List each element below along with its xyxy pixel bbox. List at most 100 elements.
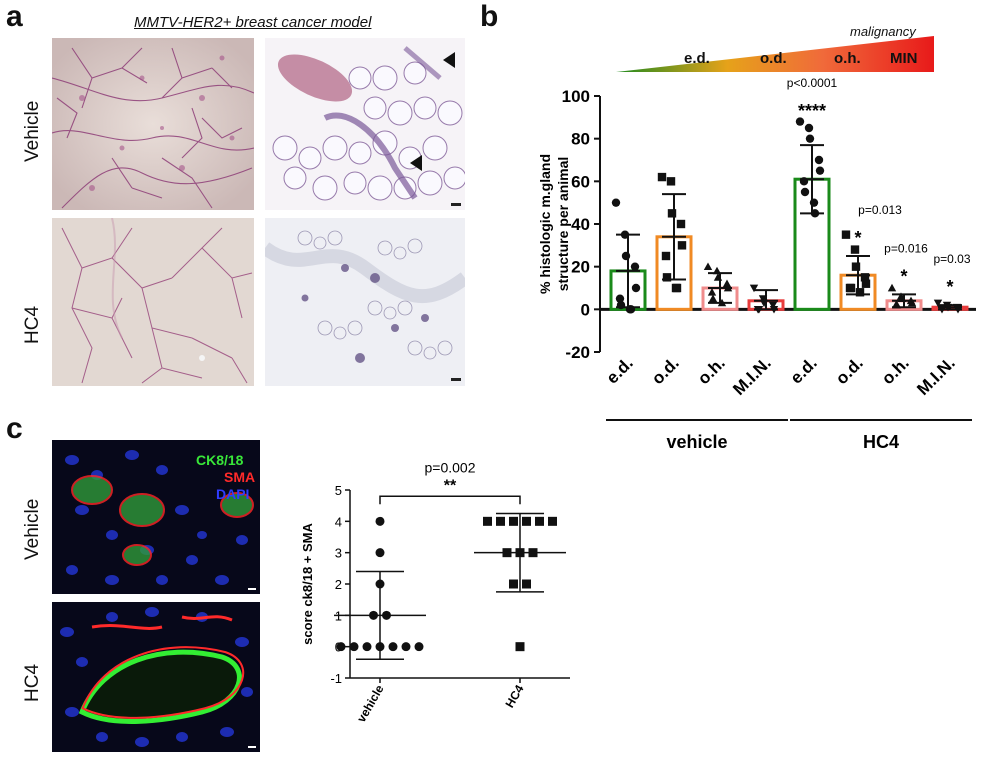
- data-point: [667, 209, 677, 218]
- data-point: [759, 299, 769, 308]
- fluorescence-hc4: [52, 602, 260, 752]
- y-tick-label: 2: [335, 577, 342, 592]
- malignancy-stage-min: MIN: [890, 50, 918, 67]
- panel-b-bar-chart: -20 0 20 40 60 80 100 % histologic m.gland struc…: [537, 76, 976, 450]
- x-tick-label: o.h.: [878, 353, 913, 388]
- significance-stars: ****: [798, 101, 826, 121]
- data-point: [712, 266, 722, 275]
- data-point: [375, 516, 385, 526]
- malignancy-stage-oh: o.h.: [834, 50, 861, 67]
- data-point: [620, 230, 630, 239]
- data-point: [846, 283, 856, 293]
- data-point: [509, 579, 518, 589]
- p-value-label: p=0.016: [884, 241, 928, 255]
- data-point: [749, 284, 759, 293]
- panel-a-row-hc4: HC4: [22, 305, 43, 344]
- data-point: [708, 294, 718, 303]
- micrograph-vehicle-he: [265, 38, 465, 210]
- data-point: [522, 516, 531, 526]
- data-point: [662, 273, 672, 282]
- data-point: [907, 298, 917, 307]
- data-point: [349, 642, 359, 652]
- micrograph-vehicle-wholemount: [52, 38, 254, 210]
- y-tick-label: 5: [335, 483, 342, 498]
- data-point: [860, 273, 870, 282]
- significance-stars: *: [900, 266, 907, 286]
- fluorescence-vehicle: [52, 440, 260, 594]
- data-point: [758, 295, 768, 303]
- group-label: vehicle: [666, 432, 727, 450]
- data-point: [615, 294, 625, 303]
- significance-stars: *: [946, 277, 953, 297]
- data-point: [483, 516, 492, 526]
- data-point: [661, 251, 671, 261]
- arrowhead-marker-1: [443, 52, 455, 68]
- data-point: [937, 305, 947, 314]
- data-point: [703, 262, 713, 271]
- data-point: [414, 642, 424, 652]
- stain-label-ck818: CK8/18: [196, 452, 244, 468]
- panel-c-letter: c: [6, 412, 23, 445]
- y-axis-label: score ck8/18 + SMA: [300, 523, 315, 645]
- data-point: [933, 299, 943, 308]
- arrowhead-marker-2: [410, 155, 422, 171]
- data-point: [815, 166, 825, 175]
- data-point: [943, 303, 953, 312]
- x-tick-label: M.I.N.: [913, 353, 958, 398]
- data-point: [855, 288, 865, 297]
- data-point: [677, 241, 687, 250]
- data-point: [707, 288, 717, 296]
- data-point: [630, 262, 640, 271]
- data-point: [535, 516, 544, 526]
- data-point: [621, 251, 631, 261]
- y-axis-label-line2: structure per animal: [555, 157, 571, 292]
- data-point: [722, 279, 732, 288]
- data-point: [388, 642, 398, 652]
- data-point: [717, 298, 727, 307]
- p-value-label: p<0.0001: [787, 76, 838, 90]
- data-point: [769, 305, 779, 314]
- significance-stars: **: [444, 477, 457, 494]
- data-point: [375, 548, 385, 558]
- data-point: [800, 187, 810, 197]
- x-tick-label: e.d.: [603, 353, 637, 387]
- y-tick-label: 20: [571, 258, 590, 277]
- data-point: [851, 262, 861, 271]
- micrograph-hc4-wholemount: [52, 218, 254, 386]
- data-point: [887, 283, 897, 292]
- panel-c-row-vehicle: Vehicle: [22, 498, 43, 560]
- data-point: [611, 198, 621, 207]
- data-point: [850, 245, 860, 254]
- y-axis-label-line1: % histologic m.gland: [537, 154, 553, 294]
- panel-a-title: MMTV-HER2+ breast cancer model: [134, 14, 372, 31]
- panel-a-row-vehicle: Vehicle: [22, 100, 43, 162]
- data-point: [810, 209, 820, 218]
- data-point: [713, 273, 723, 281]
- y-tick-label: 3: [335, 546, 342, 561]
- malignancy-stage-ed: e.d.: [684, 50, 710, 67]
- stain-label-sma: SMA: [224, 469, 256, 485]
- data-point: [953, 305, 963, 314]
- y-tick-label: 40: [571, 215, 590, 234]
- group-label: HC4: [863, 432, 899, 450]
- significance-bracket: [379, 495, 521, 505]
- significance-stars: *: [854, 228, 861, 248]
- data-point: [805, 134, 815, 143]
- data-point: [676, 219, 686, 229]
- p-value-label: p=0.002: [425, 459, 476, 475]
- data-point: [631, 283, 641, 293]
- x-tick-label: M.I.N.: [729, 353, 774, 398]
- panel-c-row-hc4: HC4: [22, 663, 43, 702]
- x-tick-label: o.h.: [694, 353, 729, 388]
- data-point: [657, 172, 667, 182]
- data-point: [336, 642, 346, 652]
- x-tick-label: HC4: [502, 682, 526, 710]
- data-point: [754, 305, 764, 314]
- y-axis-label: % histologic m.gland structure per animal: [537, 154, 571, 294]
- x-tick-label: o.d.: [832, 353, 867, 388]
- data-point: [362, 642, 372, 652]
- p-value-label: p=0.013: [858, 203, 902, 217]
- x-tick-label: o.d.: [648, 353, 683, 388]
- data-point: [496, 516, 505, 526]
- malignancy-label: malignancy: [850, 24, 916, 39]
